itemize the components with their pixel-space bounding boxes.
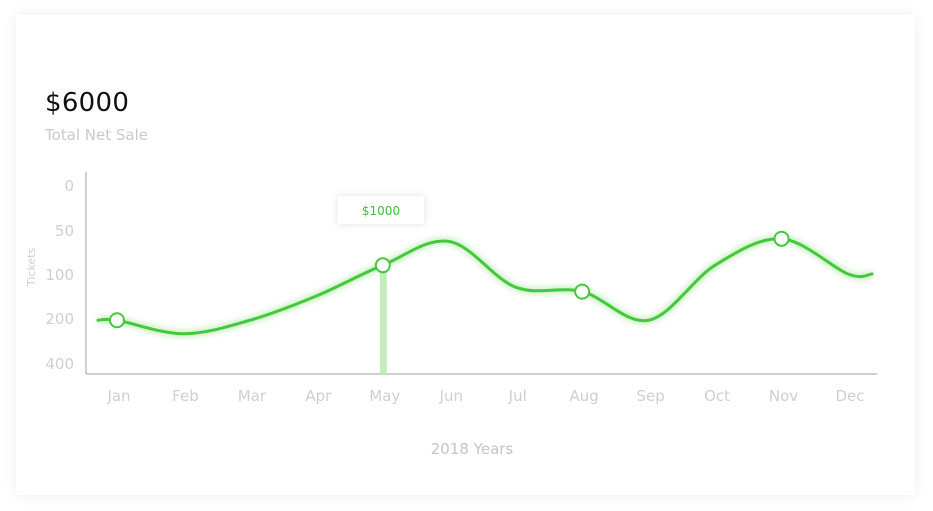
tooltip-box [338, 196, 424, 224]
y-tick-label: 50 [55, 222, 74, 240]
x-tick-label: Sep [636, 387, 664, 405]
y-tick-label: 100 [45, 266, 74, 284]
total-net-sale-value: $6000 [45, 88, 130, 118]
x-tick-label: Mar [238, 387, 267, 405]
x-tick-label: Feb [172, 387, 199, 405]
data-point-marker[interactable] [574, 283, 591, 300]
tooltip: $1000 [338, 196, 424, 224]
x-tick-label: Aug [570, 387, 599, 405]
x-tick-label: May [369, 387, 400, 405]
series-line-glow [97, 235, 873, 338]
data-point-marker[interactable] [374, 257, 391, 274]
x-tick-label: Jun [439, 387, 463, 405]
tooltip-value: $1000 [362, 204, 400, 218]
x-tick-label: Jul [508, 387, 527, 405]
x-tick-label: Apr [305, 387, 332, 405]
series-line [96, 237, 874, 336]
y-tick-label: 400 [45, 355, 74, 373]
y-tick-label: 200 [45, 310, 74, 328]
total-net-sale-label: Total Net Sale [45, 126, 149, 144]
x-axis-title: 2018 Years [431, 440, 514, 458]
y-tick-label: 0 [64, 177, 74, 195]
data-point-marker[interactable] [773, 230, 790, 247]
y-axis-title: Tickets [25, 248, 38, 288]
data-point-marker[interactable] [109, 312, 125, 329]
x-tick-label: Jan [106, 387, 130, 405]
x-tick-label: Dec [835, 387, 864, 405]
highlight-bar [379, 265, 387, 374]
chart-card [16, 15, 915, 495]
x-tick-label: Nov [769, 387, 798, 405]
x-tick-label: Oct [704, 387, 730, 405]
